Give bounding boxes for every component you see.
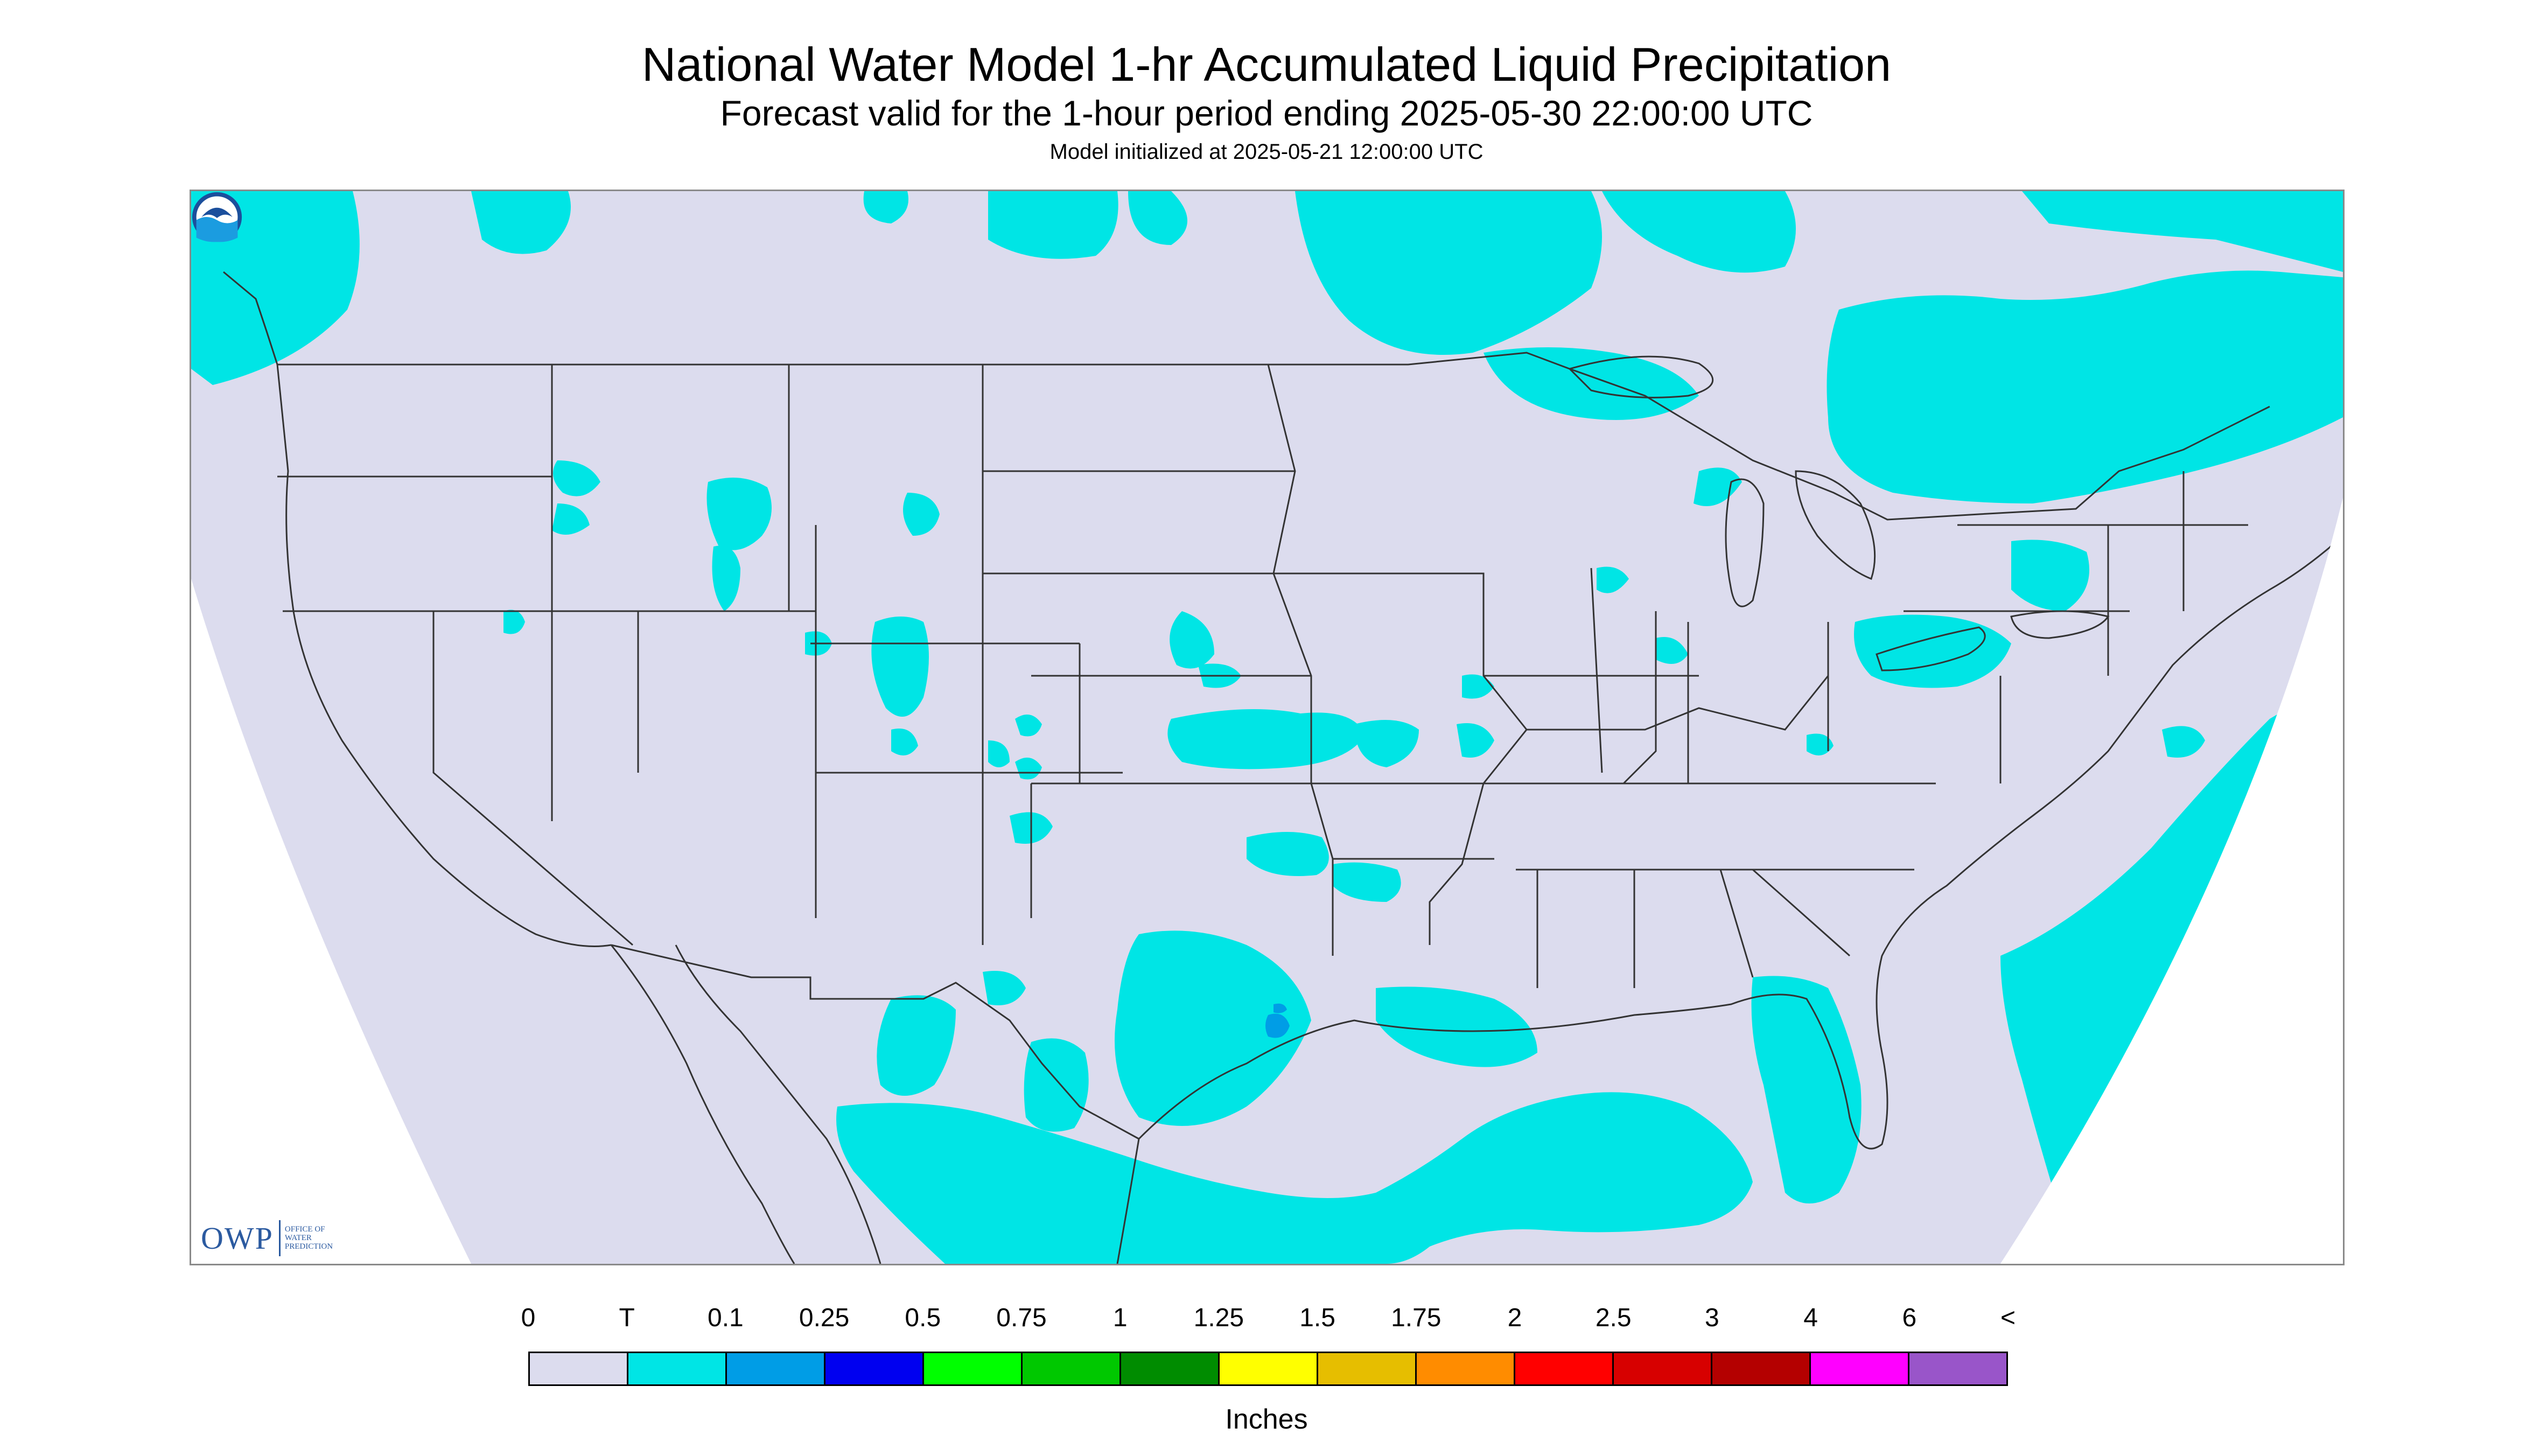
precip-light-areas xyxy=(1265,1003,1290,1038)
legend-label: 2.5 xyxy=(1595,1304,1632,1332)
legend-label: 2 xyxy=(1507,1304,1522,1332)
legend-label: 0.25 xyxy=(799,1304,850,1332)
precipitation-map: OWP Office of Water Prediction xyxy=(190,190,2345,1265)
forecast-valid-subtitle: Forecast valid for the 1-hour period end… xyxy=(720,93,1813,133)
map-title: National Water Model 1-hr Accumulated Li… xyxy=(641,38,1892,91)
noaa-logo-icon xyxy=(192,192,242,242)
legend-label: T xyxy=(619,1304,635,1332)
legend-swatch xyxy=(628,1353,727,1384)
owp-logo-mark: OWP xyxy=(201,1220,281,1256)
legend-swatch xyxy=(1614,1353,1712,1384)
legend-swatch xyxy=(1712,1353,1811,1384)
legend-swatch xyxy=(1909,1353,2006,1384)
legend-label: 6 xyxy=(1902,1304,1917,1332)
legend-label: < xyxy=(2000,1304,2016,1332)
legend-label: 0.75 xyxy=(996,1304,1047,1332)
legend-swatch xyxy=(1811,1353,1909,1384)
legend-label: 1 xyxy=(1112,1304,1128,1332)
legend-label: 0.5 xyxy=(905,1304,941,1332)
legend-swatch xyxy=(530,1353,628,1384)
legend-labels: 0 T 0.1 0.25 0.5 0.75 1 1.25 1.5 1.75 2 2.5 3 4 6 < xyxy=(0,1303,2533,1335)
legend-swatch xyxy=(1515,1353,1614,1384)
owp-logo: OWP Office of Water Prediction xyxy=(201,1217,349,1258)
legend-label: 1.5 xyxy=(1299,1304,1335,1332)
legend-swatch xyxy=(825,1353,924,1384)
outside-domain-left xyxy=(191,579,471,1264)
map-canvas xyxy=(191,191,2343,1264)
legend-label: 0 xyxy=(521,1304,536,1332)
legend-swatch xyxy=(1417,1353,1515,1384)
legend-label: 1.25 xyxy=(1193,1304,1244,1332)
legend-units: Inches xyxy=(1225,1404,1308,1435)
legend-label: 0.1 xyxy=(708,1304,744,1332)
owp-logo-text: Office of Water Prediction xyxy=(284,1225,333,1251)
legend-swatch xyxy=(1023,1353,1121,1384)
legend-label: 4 xyxy=(1803,1304,1818,1332)
legend-swatch xyxy=(924,1353,1023,1384)
legend-color-bar xyxy=(528,1352,2008,1386)
legend-swatch xyxy=(727,1353,825,1384)
legend-swatch xyxy=(1121,1353,1220,1384)
legend-label: 1.75 xyxy=(1391,1304,1442,1332)
model-init-line: Model initialized at 2025-05-21 12:00:00… xyxy=(1049,140,1484,164)
legend-swatch xyxy=(1318,1353,1417,1384)
legend-label: 3 xyxy=(1705,1304,1719,1332)
outside-domain-right xyxy=(2000,498,2343,1264)
political-boundaries xyxy=(223,271,2343,1264)
legend-swatch xyxy=(1220,1353,1318,1384)
